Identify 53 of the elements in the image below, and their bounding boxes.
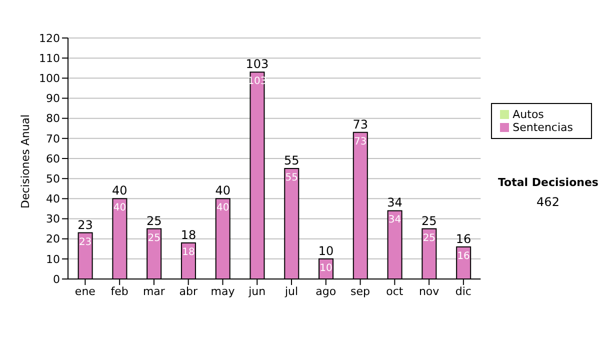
y-tick-label: 0 bbox=[53, 272, 60, 286]
x-tick-label: ene bbox=[74, 284, 96, 298]
x-tick-label: feb bbox=[110, 284, 128, 298]
x-tick-label: ago bbox=[316, 284, 336, 298]
y-tick-label: 60 bbox=[46, 152, 60, 166]
total-label: 25 bbox=[422, 214, 437, 228]
y-tick-label: 20 bbox=[46, 232, 60, 246]
data-label: 10 bbox=[320, 262, 332, 274]
data-label: 18 bbox=[182, 246, 195, 258]
data-label: 25 bbox=[422, 232, 436, 244]
text: Total Decisiones bbox=[498, 176, 598, 189]
y-tick-label: 10 bbox=[46, 252, 60, 266]
x-tick-label: sep bbox=[350, 284, 370, 298]
total-label: 25 bbox=[146, 214, 162, 228]
total-label: 40 bbox=[112, 184, 128, 198]
total-label: 23 bbox=[78, 218, 93, 232]
y-tick-label: 80 bbox=[46, 112, 60, 126]
x-tick-label: may bbox=[210, 284, 236, 298]
total-label: 55 bbox=[284, 154, 300, 168]
x-tick-label: jul bbox=[284, 284, 298, 298]
x-tick-label: nov bbox=[418, 284, 440, 298]
y-axis-title: Decisiones Anual bbox=[18, 114, 32, 208]
total-label: 34 bbox=[387, 196, 402, 210]
total-label: 10 bbox=[318, 244, 334, 258]
total-label: 18 bbox=[180, 228, 196, 242]
y-tick-label: 70 bbox=[46, 132, 60, 146]
legend-label: Sentencias bbox=[512, 121, 573, 134]
y-tick-label: 120 bbox=[39, 32, 60, 45]
y-tick-label: 30 bbox=[46, 212, 60, 226]
data-label: 16 bbox=[457, 250, 470, 262]
x-tick-label: jun bbox=[248, 284, 266, 298]
x-tick-label: mar bbox=[142, 284, 166, 298]
x-tick-label: oct bbox=[386, 284, 404, 298]
text: 462 bbox=[536, 195, 560, 209]
y-tick-label: 40 bbox=[46, 192, 60, 206]
total-label: 16 bbox=[456, 232, 472, 246]
data-label: 40 bbox=[216, 202, 230, 214]
legend-label: Autos bbox=[512, 108, 544, 121]
data-label: 25 bbox=[148, 232, 160, 244]
data-label: 40 bbox=[113, 202, 126, 214]
x-tick-label: abr bbox=[179, 284, 198, 298]
y-tick-label: 50 bbox=[46, 172, 60, 186]
total-label: 73 bbox=[352, 117, 368, 132]
x-tick-label: dic bbox=[455, 284, 472, 298]
y-tick-label: 90 bbox=[46, 92, 60, 106]
data-label: 23 bbox=[78, 236, 92, 248]
data-label: 34 bbox=[388, 214, 402, 226]
total-label: 103 bbox=[246, 57, 269, 72]
data-label: 73 bbox=[354, 136, 367, 148]
data-label: 55 bbox=[285, 172, 298, 184]
y-tick-label: 110 bbox=[39, 52, 60, 65]
total-label: 40 bbox=[215, 184, 231, 198]
y-tick-label: 100 bbox=[39, 72, 60, 86]
